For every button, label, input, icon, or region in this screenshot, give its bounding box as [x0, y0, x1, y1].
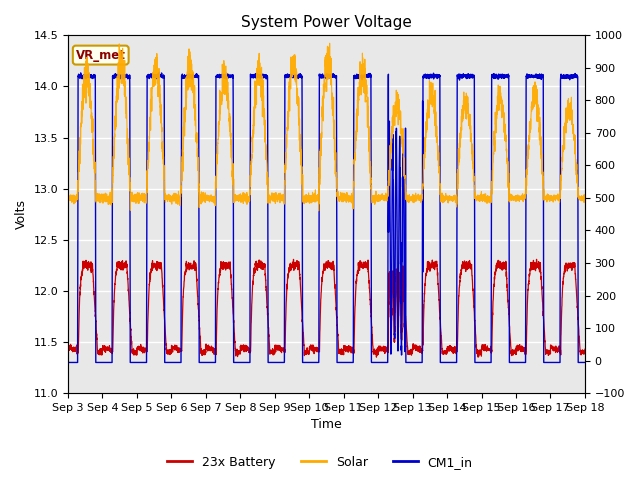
X-axis label: Time: Time — [311, 419, 342, 432]
Legend: 23x Battery, Solar, CM1_in: 23x Battery, Solar, CM1_in — [163, 451, 477, 474]
Y-axis label: Volts: Volts — [15, 199, 28, 229]
Title: System Power Voltage: System Power Voltage — [241, 15, 412, 30]
Text: VR_met: VR_met — [76, 48, 125, 61]
